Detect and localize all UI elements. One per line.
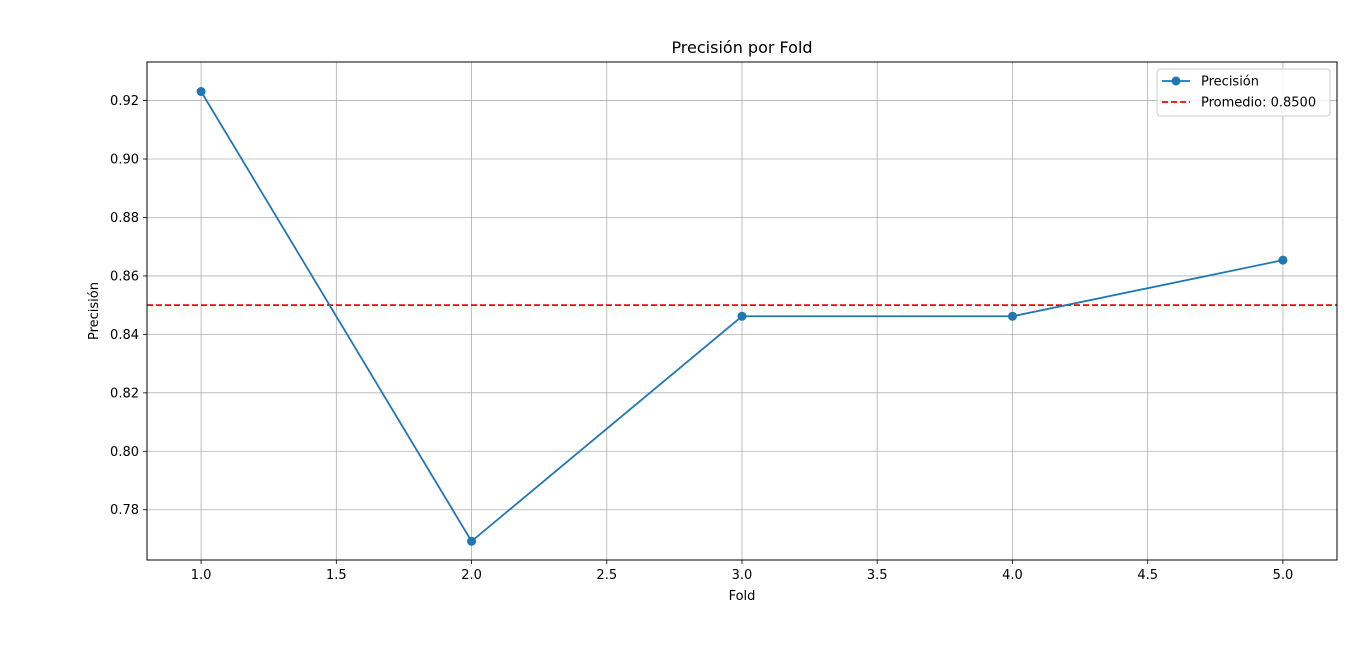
- x-tick-label: 5.0: [1273, 568, 1294, 583]
- y-axis-label: Precisión: [87, 282, 102, 340]
- x-tick-label: 1.0: [191, 568, 212, 583]
- series-layer: [196, 87, 1288, 546]
- y-tick-label: 0.78: [110, 503, 139, 518]
- y-tick-label: 0.90: [110, 153, 139, 168]
- legend-reference-label: Promedio: 0.8500: [1201, 96, 1316, 111]
- legend-series-label: Precisión: [1201, 75, 1259, 90]
- y-tick-label: 0.82: [110, 386, 139, 401]
- x-tick-label: 2.5: [596, 568, 617, 583]
- x-tick-label: 4.0: [1002, 568, 1023, 583]
- x-tick-label: 3.0: [732, 568, 753, 583]
- legend-series-marker: [1171, 76, 1181, 86]
- x-axis-label: Fold: [729, 589, 756, 604]
- x-tick-label: 2.0: [461, 568, 482, 583]
- x-axis-ticks: 1.0 1.5 2.0 2.5 3.0 3.5 4.0 4.5 5.0: [191, 560, 1294, 583]
- legend: Precisión Promedio: 0.8500: [1156, 68, 1331, 117]
- legend-box: [1156, 68, 1331, 117]
- data-point: [1007, 311, 1017, 321]
- chart-title: Precisión por Fold: [671, 38, 812, 57]
- x-tick-label: 1.5: [326, 568, 347, 583]
- data-point: [737, 311, 747, 321]
- grid: [147, 62, 1337, 560]
- y-tick-label: 0.92: [110, 94, 139, 109]
- data-point: [467, 536, 477, 546]
- x-tick-label: 4.5: [1137, 568, 1158, 583]
- data-point: [196, 87, 206, 97]
- x-tick-label: 3.5: [867, 568, 888, 583]
- y-tick-label: 0.80: [110, 445, 139, 460]
- y-axis-ticks: 0.78 0.80 0.82 0.84 0.86 0.88 0.90 0.92: [110, 94, 147, 518]
- y-tick-label: 0.84: [110, 328, 139, 343]
- y-tick-label: 0.88: [110, 211, 139, 226]
- y-tick-label: 0.86: [110, 269, 139, 284]
- data-point: [1278, 255, 1288, 265]
